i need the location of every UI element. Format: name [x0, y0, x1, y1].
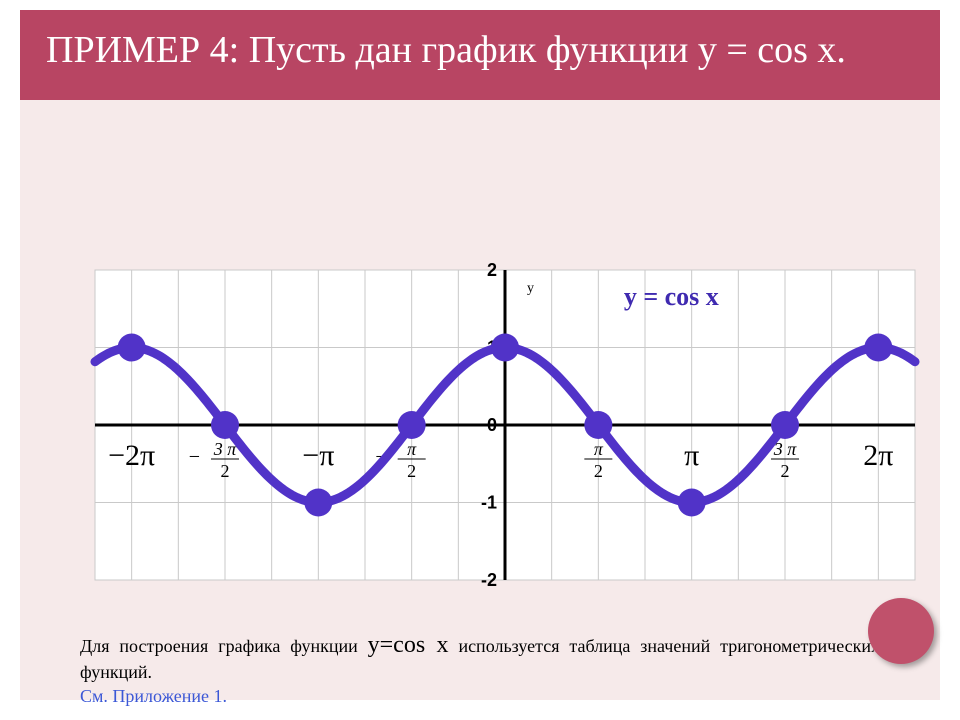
- svg-text:-1: -1: [481, 493, 497, 513]
- slide-frame: ПРИМЕР 4: Пусть дан график функции y = c…: [20, 10, 940, 700]
- caption-fn: y=сos x: [368, 632, 449, 658]
- svg-text:2π: 2π: [863, 439, 893, 472]
- cosine-chart: -2-1012y−2π−3 π2−π−π2π2π3 π22πy = cos x: [65, 260, 925, 590]
- svg-text:2: 2: [781, 461, 790, 481]
- caption-pre: Для построения графика функции: [80, 636, 368, 656]
- svg-text:y: y: [527, 281, 534, 296]
- svg-text:2: 2: [594, 461, 603, 481]
- svg-text:−π: −π: [302, 439, 334, 472]
- caption-appendix: См. Приложение 1.: [80, 686, 227, 706]
- svg-text:2: 2: [220, 461, 229, 481]
- svg-text:π: π: [407, 439, 417, 459]
- chart-container: -2-1012y−2π−3 π2−π−π2π2π3 π22πy = cos x: [65, 260, 925, 590]
- slide-header: ПРИМЕР 4: Пусть дан график функции y = c…: [20, 10, 940, 100]
- svg-text:y = cos x: y = cos x: [624, 282, 719, 311]
- svg-text:2: 2: [407, 461, 416, 481]
- caption-text: Для построения графика функции y=сos x и…: [80, 630, 880, 708]
- decor-circle: [868, 598, 934, 664]
- svg-text:0: 0: [487, 415, 497, 435]
- svg-text:−2π: −2π: [108, 439, 155, 472]
- svg-text:π: π: [684, 439, 699, 472]
- svg-text:-2: -2: [481, 570, 497, 590]
- svg-text:π: π: [594, 439, 604, 459]
- slide-title: ПРИМЕР 4: Пусть дан график функции y = c…: [46, 28, 914, 74]
- svg-text:2: 2: [487, 260, 497, 280]
- svg-text:−: −: [187, 446, 201, 468]
